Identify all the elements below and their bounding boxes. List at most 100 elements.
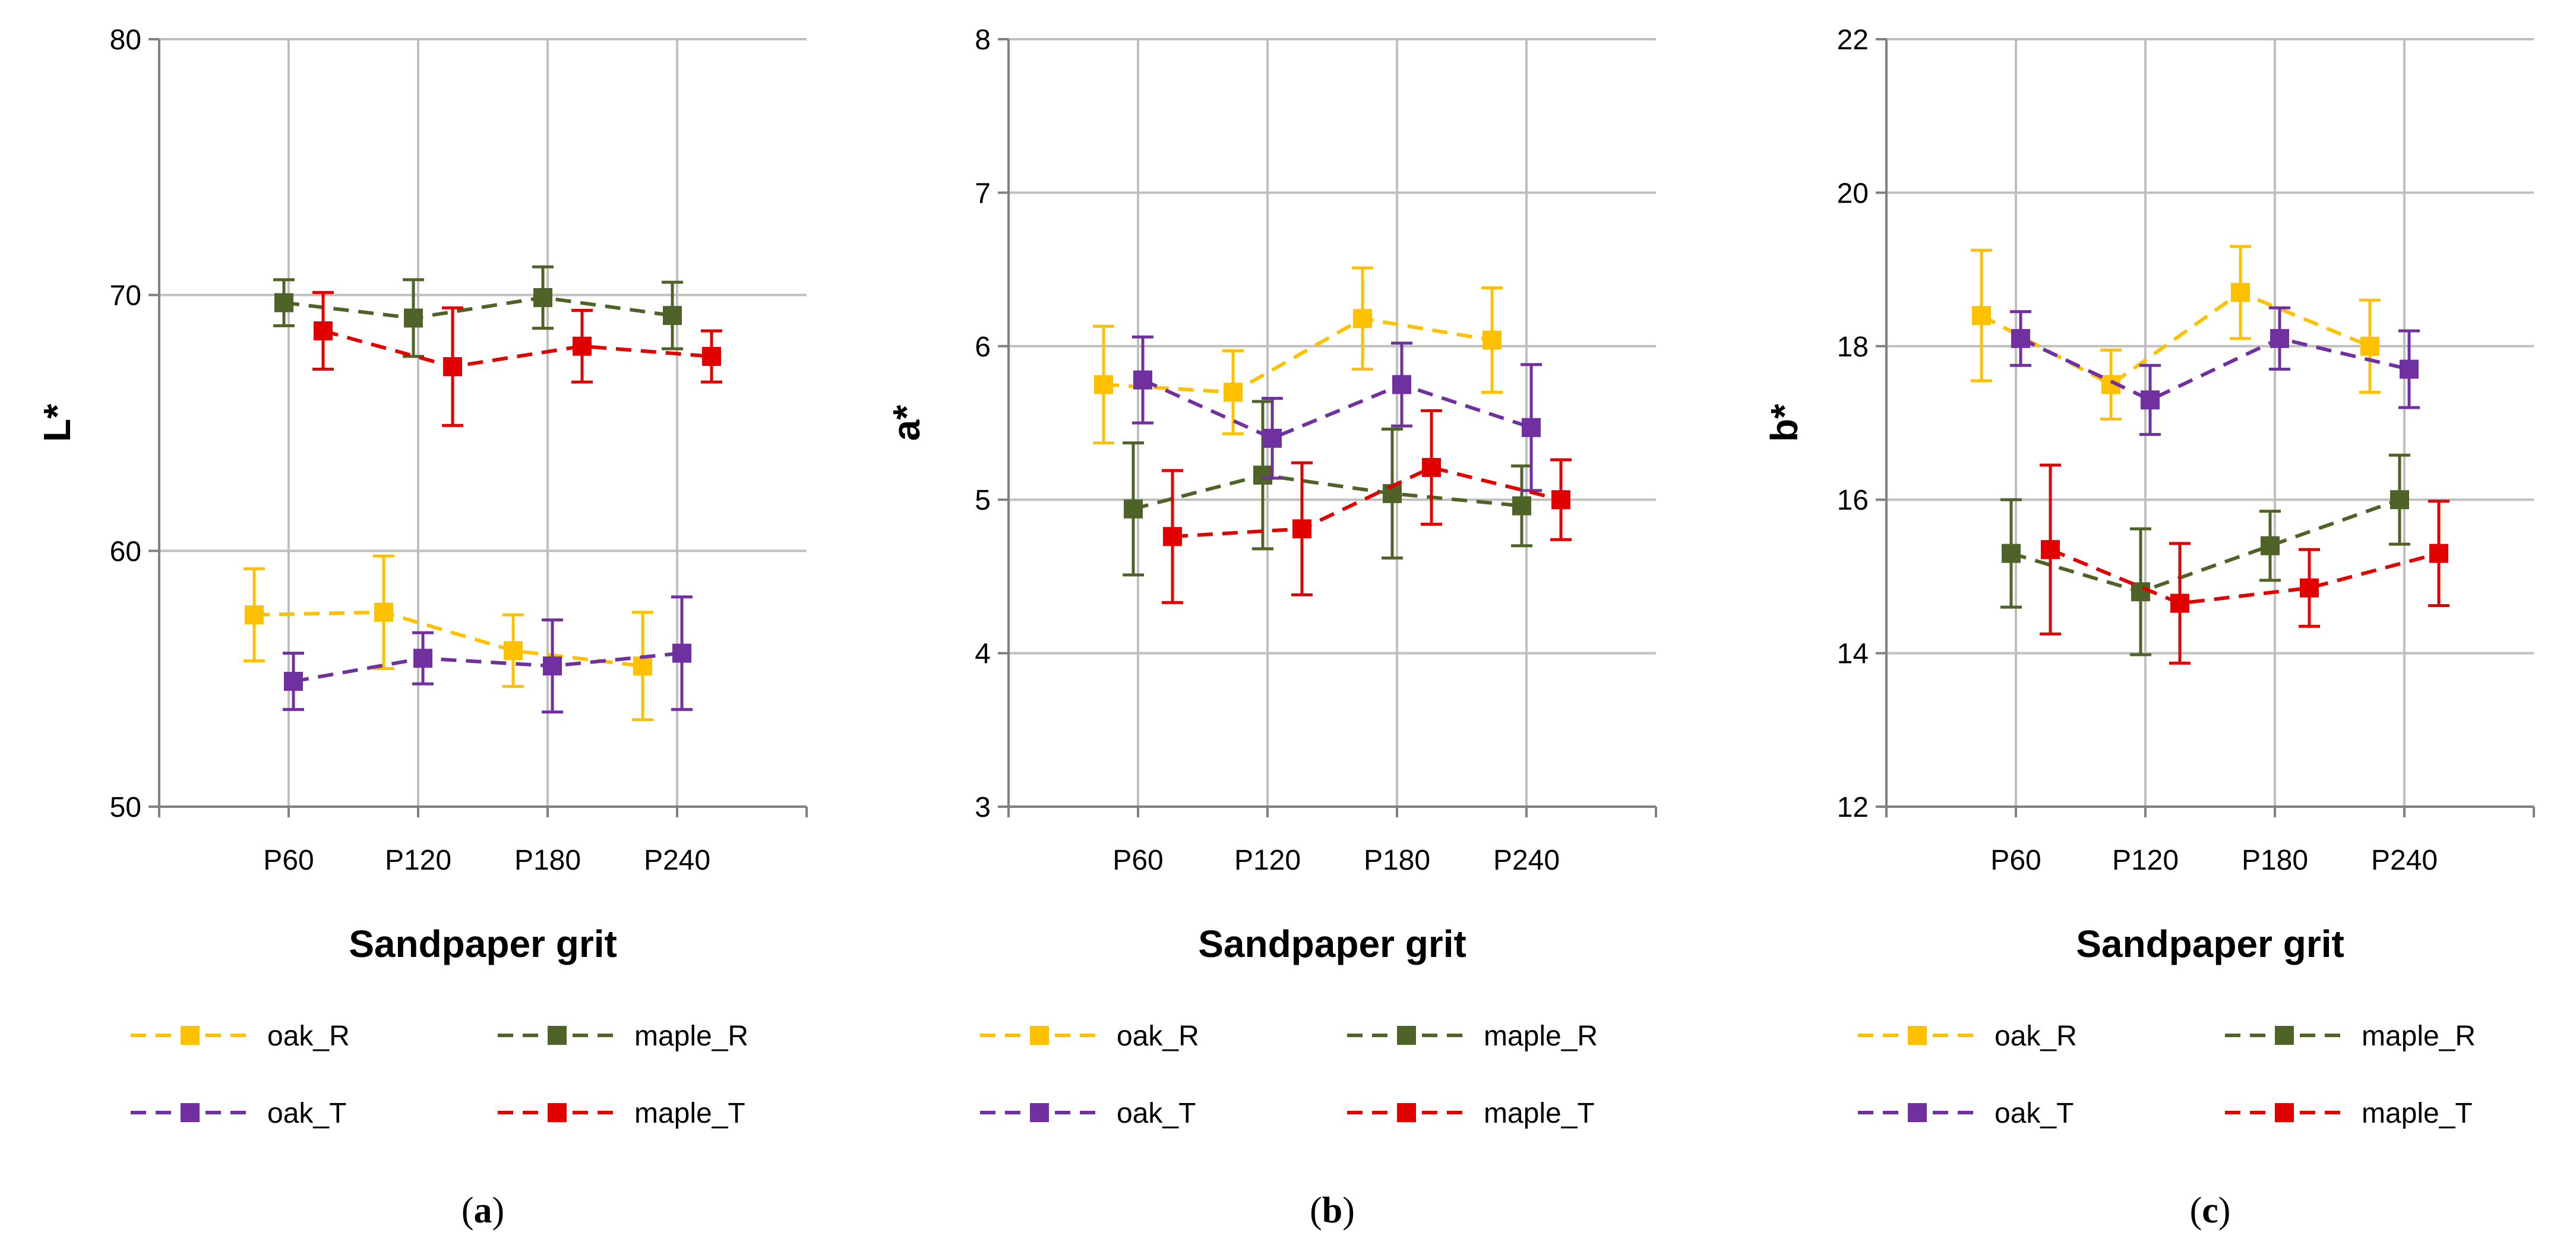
legend-label: maple_R bbox=[2362, 1021, 2476, 1052]
series-line-oak-r bbox=[1980, 290, 2371, 387]
y-axis-title: a* bbox=[885, 405, 928, 441]
data-point bbox=[533, 288, 552, 307]
legend-item-oak-t: oak_T bbox=[131, 1098, 346, 1129]
data-point bbox=[2041, 540, 2060, 560]
data-point bbox=[2011, 328, 2030, 348]
data-point bbox=[504, 641, 523, 661]
series-oak-r bbox=[1971, 245, 2381, 421]
data-point bbox=[1392, 375, 1411, 394]
legend-item-oak-r: oak_R bbox=[980, 1021, 1199, 1052]
data-point bbox=[2141, 390, 2160, 410]
x-tick-label-p240: P240 bbox=[644, 845, 710, 876]
data-point bbox=[413, 649, 432, 668]
series-line-maple-t bbox=[2049, 548, 2439, 605]
legend-marker bbox=[1397, 1103, 1416, 1122]
y-axis-title: L* bbox=[36, 404, 78, 442]
data-point bbox=[1263, 428, 1282, 448]
data-point bbox=[1422, 457, 1441, 477]
series-line-oak-r bbox=[254, 610, 643, 668]
panel-label: (c) bbox=[2190, 1190, 2231, 1231]
series-maple-t bbox=[2040, 463, 2449, 665]
data-point bbox=[543, 656, 562, 676]
data-point bbox=[1483, 330, 1502, 350]
x-tick-label-p60: P60 bbox=[263, 845, 314, 876]
data-point bbox=[284, 671, 303, 691]
series-oak-r bbox=[1093, 266, 1503, 445]
data-point bbox=[2002, 544, 2021, 563]
legend-item-maple-r: maple_R bbox=[498, 1021, 748, 1052]
panel-label: (b) bbox=[1310, 1190, 1355, 1231]
data-point bbox=[1124, 499, 1143, 519]
x-tick-label-p180: P180 bbox=[1364, 845, 1430, 876]
y-tick-label: 3 bbox=[975, 792, 991, 823]
data-point bbox=[1253, 465, 1272, 485]
series-line-maple-r bbox=[1133, 473, 1522, 511]
data-point bbox=[374, 602, 393, 622]
series-line-maple-t bbox=[323, 329, 712, 369]
data-point bbox=[1224, 383, 1243, 402]
x-tick-label-p120: P120 bbox=[2112, 845, 2179, 876]
legend-item-oak-t: oak_T bbox=[1858, 1098, 2074, 1129]
legend-marker bbox=[2275, 1103, 2294, 1122]
data-point bbox=[2231, 283, 2250, 302]
legend-marker bbox=[1908, 1026, 1927, 1045]
x-axis-title: Sandpaper grit bbox=[1198, 923, 1466, 965]
series-line-maple-r bbox=[2011, 498, 2401, 594]
data-point bbox=[663, 306, 682, 326]
data-point bbox=[274, 293, 293, 312]
x-tick-label-p240: P240 bbox=[2371, 845, 2438, 876]
legend-marker bbox=[181, 1103, 200, 1122]
series-oak-t bbox=[2010, 306, 2420, 436]
data-point bbox=[702, 347, 721, 367]
y-tick-label: 70 bbox=[110, 280, 141, 312]
data-point bbox=[2360, 336, 2379, 356]
data-point bbox=[2390, 490, 2409, 510]
series-maple-r bbox=[1123, 400, 1532, 577]
y-tick-label: 50 bbox=[110, 792, 141, 823]
legend-marker bbox=[1030, 1103, 1049, 1122]
data-point bbox=[2270, 328, 2289, 348]
data-point bbox=[2261, 536, 2280, 555]
series-line-oak-t bbox=[2019, 336, 2410, 402]
series-maple-t bbox=[1162, 409, 1572, 604]
data-point bbox=[2400, 359, 2419, 379]
legend-marker bbox=[548, 1103, 567, 1122]
x-tick-label-p60: P60 bbox=[1112, 845, 1163, 876]
data-point bbox=[1163, 527, 1182, 546]
x-tick-label-p180: P180 bbox=[2242, 845, 2308, 876]
panel-label: (a) bbox=[462, 1190, 504, 1231]
y-tick-label: 60 bbox=[110, 536, 141, 567]
series-line-maple-r bbox=[283, 295, 673, 320]
legend-label: maple_R bbox=[1484, 1021, 1598, 1052]
data-point bbox=[573, 336, 592, 356]
series-line-maple-t bbox=[1172, 465, 1562, 539]
x-axis-title: Sandpaper grit bbox=[349, 923, 617, 965]
legend-item-oak-r: oak_R bbox=[1858, 1021, 2077, 1052]
series-maple-r bbox=[2000, 453, 2410, 656]
legend-label: oak_R bbox=[1117, 1021, 1199, 1052]
x-tick-label-p120: P120 bbox=[1234, 845, 1301, 876]
series-oak-t bbox=[1132, 335, 1542, 492]
y-tick-label: 7 bbox=[975, 178, 991, 209]
legend-label: maple_R bbox=[634, 1021, 748, 1052]
data-point bbox=[2131, 582, 2150, 602]
legend-marker bbox=[1030, 1026, 1049, 1045]
data-point bbox=[2429, 544, 2448, 563]
chart-panel-c: 12 14 16 18 20 22 P60 P120 P180 P240 Sandpaper gri… bbox=[1763, 24, 2535, 1231]
x-tick-label-p60: P60 bbox=[1990, 845, 2041, 876]
legend-item-maple-r: maple_R bbox=[1347, 1021, 1598, 1052]
y-tick-label: 12 bbox=[1837, 792, 1869, 823]
y-tick-label: 5 bbox=[975, 485, 991, 516]
data-point bbox=[1522, 418, 1541, 437]
x-tick-label-p180: P180 bbox=[514, 845, 581, 876]
y-tick-label: 4 bbox=[975, 639, 991, 670]
legend-label: oak_R bbox=[1995, 1021, 2077, 1052]
legend-label: maple_T bbox=[1484, 1098, 1595, 1129]
legend-marker bbox=[2275, 1026, 2294, 1045]
data-point bbox=[443, 357, 462, 377]
x-axis-title: Sandpaper grit bbox=[2076, 923, 2344, 965]
legend-item-maple-t: maple_T bbox=[1347, 1098, 1595, 1129]
data-point bbox=[1133, 370, 1152, 390]
data-point bbox=[404, 308, 423, 328]
